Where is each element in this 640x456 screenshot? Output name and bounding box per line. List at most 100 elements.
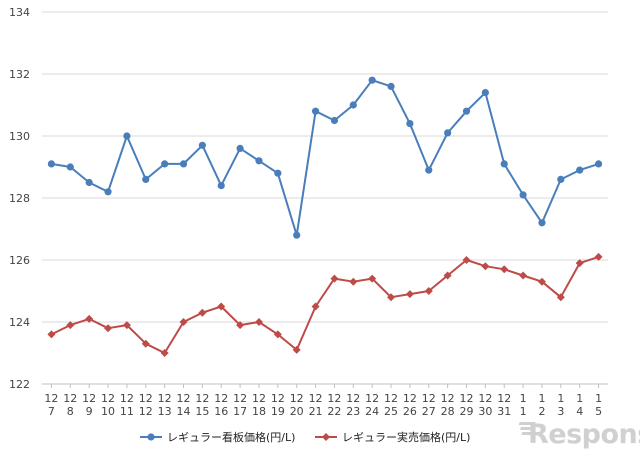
x-tick-label-month: 12 <box>195 392 209 405</box>
watermark-logo: Response. <box>518 419 640 450</box>
data-point <box>236 321 245 330</box>
data-point <box>160 349 169 357</box>
x-tick-label-month: 1 <box>538 392 545 405</box>
legend-label: レギュラー実売価格(円/L) <box>342 430 470 444</box>
x-tick-label-day: 31 <box>497 405 511 418</box>
data-point <box>537 277 546 286</box>
x-tick-label-day: 22 <box>327 405 341 418</box>
x-tick-label-month: 12 <box>271 392 285 405</box>
x-tick-label-month: 12 <box>346 392 360 405</box>
x-tick-label-day: 16 <box>214 405 228 418</box>
data-point <box>142 175 150 183</box>
data-point <box>254 318 263 326</box>
x-tick-label-month: 12 <box>177 392 191 405</box>
x-tick-label-day: 30 <box>478 405 492 418</box>
x-tick-label-month: 12 <box>82 392 96 405</box>
y-tick-label: 134 <box>9 6 30 19</box>
data-point <box>368 76 376 84</box>
data-point <box>330 274 339 283</box>
x-tick-label-month: 12 <box>309 392 323 405</box>
x-tick-label-month: 1 <box>557 392 564 405</box>
y-tick-label: 130 <box>9 130 30 143</box>
data-point <box>255 157 263 165</box>
x-tick-label-day: 18 <box>252 405 266 418</box>
legend-label: レギュラー看板価格(円/L) <box>167 430 295 444</box>
legend-swatch-marker <box>322 433 330 441</box>
x-tick-label-month: 12 <box>44 392 58 405</box>
data-point <box>387 82 395 90</box>
data-point <box>66 321 75 330</box>
data-point <box>179 160 188 168</box>
data-point <box>425 166 433 174</box>
data-point <box>500 265 509 274</box>
data-point <box>47 160 56 168</box>
data-point <box>217 302 226 311</box>
x-tick-label-month: 12 <box>139 392 153 405</box>
x-tick-label-month: 12 <box>290 392 304 405</box>
y-tick-label: 126 <box>9 254 30 267</box>
x-axis: 1271281291210121112121213121412151216121… <box>44 384 602 418</box>
x-tick-label-month: 12 <box>478 392 492 405</box>
data-point <box>141 339 150 348</box>
series-line-1 <box>51 79 599 237</box>
data-point <box>481 262 490 271</box>
data-point <box>47 330 56 339</box>
x-tick-label-month: 12 <box>214 392 228 405</box>
data-point <box>330 116 339 125</box>
data-point <box>179 318 188 326</box>
data-point <box>519 191 527 199</box>
data-point <box>236 144 244 152</box>
data-point <box>123 132 131 140</box>
data-point <box>104 188 112 196</box>
x-tick-label-day: 24 <box>365 405 379 418</box>
data-point <box>311 107 320 115</box>
data-point <box>349 101 357 109</box>
data-point <box>462 107 471 115</box>
data-point <box>85 314 94 323</box>
x-tick-label-month: 12 <box>158 392 172 405</box>
watermark-text: Response. <box>528 419 640 450</box>
data-point <box>575 259 584 268</box>
data-point <box>424 287 433 295</box>
data-point <box>462 256 471 264</box>
x-tick-label-day: 5 <box>595 405 602 418</box>
x-tick-label-day: 11 <box>120 405 134 418</box>
data-point <box>274 169 282 177</box>
data-point <box>104 324 113 333</box>
data-point <box>198 308 207 317</box>
data-point <box>594 252 603 261</box>
data-point <box>387 293 396 302</box>
data-point <box>122 321 131 330</box>
data-point <box>444 129 452 137</box>
x-tick-label-day: 21 <box>309 405 323 418</box>
x-tick-label-day: 8 <box>67 405 74 418</box>
x-tick-label-day: 7 <box>48 405 55 418</box>
data-point <box>66 163 74 171</box>
data-point <box>85 178 93 187</box>
series-lines <box>50 79 599 354</box>
x-tick-label-day: 9 <box>86 405 93 418</box>
data-point <box>576 166 584 174</box>
x-tick-label-month: 1 <box>595 392 602 405</box>
x-tick-label-month: 12 <box>233 392 247 405</box>
x-tick-label-month: 12 <box>120 392 134 405</box>
x-tick-label-month: 12 <box>252 392 266 405</box>
x-tick-label-day: 20 <box>290 405 304 418</box>
x-tick-label-month: 12 <box>365 392 379 405</box>
x-tick-label-month: 1 <box>520 392 527 405</box>
x-tick-label-month: 12 <box>422 392 436 405</box>
y-tick-label: 124 <box>9 316 30 329</box>
x-tick-label-month: 12 <box>497 392 511 405</box>
legend: レギュラー看板価格(円/L) レギュラー実売価格(円/L) <box>140 430 470 444</box>
grid-lines <box>42 11 608 385</box>
data-point <box>368 274 377 283</box>
data-point <box>198 141 206 149</box>
data-point <box>217 182 225 190</box>
series-markers <box>47 76 603 357</box>
data-point <box>557 175 565 183</box>
y-tick-label: 122 <box>9 378 30 391</box>
x-tick-label-day: 17 <box>233 405 247 418</box>
x-tick-label-day: 19 <box>271 405 285 418</box>
data-point <box>311 302 320 311</box>
data-point <box>556 293 565 302</box>
